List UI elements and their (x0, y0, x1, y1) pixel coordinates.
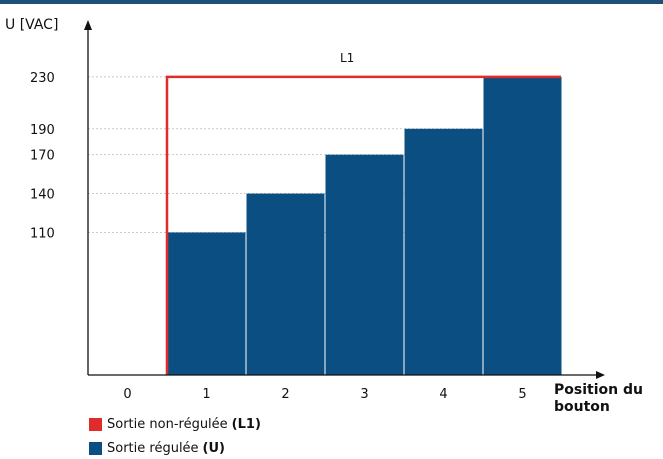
legend-swatch-u (89, 442, 102, 455)
bar-5 (483, 76, 562, 376)
legend-swatch-l1 (89, 418, 102, 431)
x-tick-4: 4 (439, 387, 447, 402)
l1-step-line (165, 75, 561, 375)
x-tick-5: 5 (518, 387, 526, 402)
top-bar (0, 0, 663, 4)
y-tick-170: 170 (30, 149, 55, 164)
y-tick-labels: 110 140 170 190 230 (30, 71, 55, 242)
x-axis-label-line2: bouton (554, 399, 610, 415)
y-tick-140: 140 (30, 188, 55, 203)
l1-annotation: L1 (340, 51, 354, 65)
x-axis-arrow (596, 371, 605, 379)
l1-line (165, 75, 561, 375)
x-tick-2: 2 (281, 387, 289, 402)
bar-4 (404, 128, 483, 375)
x-tick-0: 0 (123, 387, 131, 402)
bars (167, 76, 562, 376)
bar-3 (325, 154, 404, 375)
bar-1 (167, 232, 246, 375)
legend-item-u: Sortie régulée (U) (89, 441, 225, 456)
bar-2 (246, 193, 325, 375)
x-tick-1: 1 (202, 387, 210, 402)
legend-label-l1: Sortie non-régulée (107, 417, 228, 432)
y-axis-label: U [VAC] (5, 17, 58, 33)
legend-item-l1: Sortie non-régulée (L1) (89, 417, 261, 432)
legend-key-u: (U) (202, 441, 225, 456)
legend-label-u: Sortie régulée (107, 441, 199, 456)
y-tick-230: 230 (30, 71, 55, 86)
y-axis-arrow (84, 20, 92, 30)
x-tick-labels: 0 1 2 3 4 5 (123, 387, 526, 402)
x-tick-3: 3 (360, 387, 368, 402)
y-tick-190: 190 (30, 123, 55, 138)
y-tick-110: 110 (30, 226, 55, 241)
x-axis-label-line1: Position du (554, 382, 643, 398)
axes (84, 20, 605, 379)
legend-key-l1: (L1) (231, 417, 261, 432)
